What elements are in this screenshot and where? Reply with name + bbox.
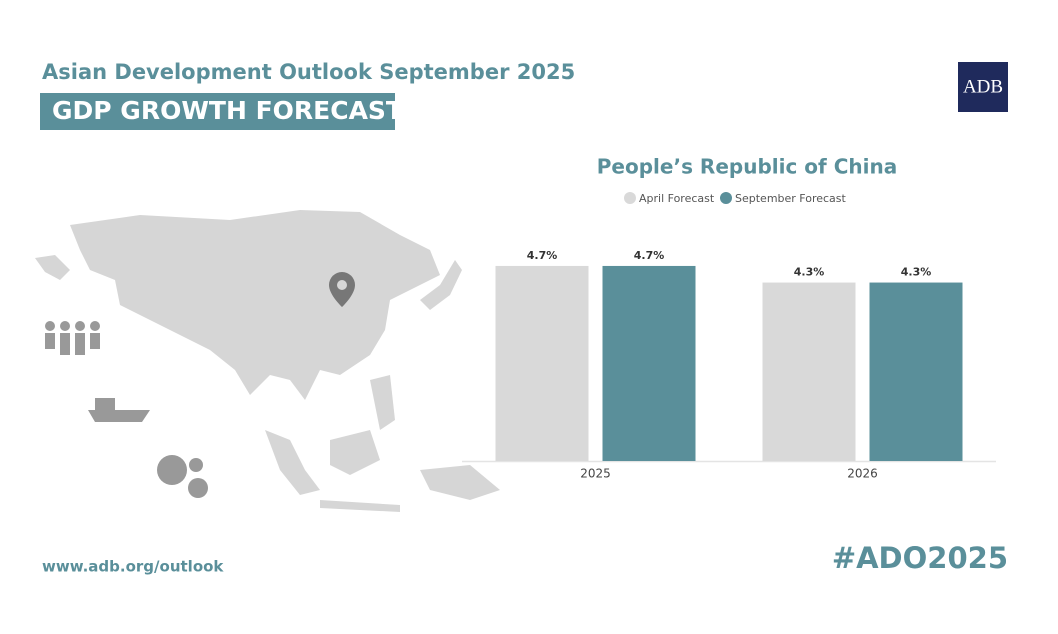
- footer-hashtag: #ADO2025: [832, 541, 1008, 575]
- chart-title: People’s Republic of China: [597, 155, 897, 179]
- map-japan: [420, 260, 462, 310]
- legend-swatch: [720, 192, 732, 204]
- legend-swatch: [624, 192, 636, 204]
- legend-label: April Forecast: [639, 192, 715, 205]
- map-philippines: [370, 375, 395, 430]
- map-java: [320, 500, 400, 512]
- value-label: 4.3%: [901, 266, 932, 279]
- banner-box: [40, 93, 395, 130]
- bar: [602, 265, 696, 461]
- bar: [762, 282, 856, 461]
- legend-label: September Forecast: [735, 192, 847, 205]
- map: [35, 210, 500, 512]
- value-label: 4.3%: [794, 266, 825, 279]
- ship-icon: [88, 398, 150, 422]
- value-label: 4.7%: [527, 249, 558, 262]
- x-tick-label: 2025: [580, 467, 611, 481]
- header-title: Asian Development Outlook September 2025: [42, 60, 575, 84]
- banner-text: GDP GROWTH FORECAST: [52, 96, 403, 125]
- footer-url: www.adb.org/outlook: [42, 558, 224, 576]
- logo-box: [958, 62, 1008, 112]
- map-papua: [420, 465, 500, 500]
- value-label: 4.7%: [634, 249, 665, 262]
- bar: [495, 265, 589, 461]
- map-sumatra: [265, 430, 320, 495]
- map-mainland: [70, 210, 440, 400]
- map-borneo: [330, 430, 380, 475]
- map-west: [35, 255, 70, 280]
- people-icon: [45, 321, 100, 355]
- pin-dot: [337, 280, 347, 290]
- logo-text: ADB: [963, 76, 1003, 97]
- bar: [869, 282, 963, 461]
- x-tick-label: 2026: [847, 467, 878, 481]
- gears-icon: [157, 455, 208, 498]
